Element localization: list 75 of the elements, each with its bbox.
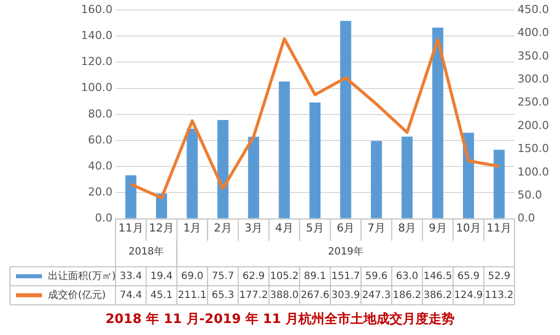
y2-tick-label: 100.0 bbox=[518, 165, 550, 178]
data-label: 65.9 bbox=[457, 270, 480, 282]
legend-label: 出让面积(万㎡) bbox=[48, 270, 116, 282]
y2-tick-label: 50.0 bbox=[518, 188, 542, 202]
bar bbox=[278, 82, 290, 218]
y-tick-label: 120.0 bbox=[80, 55, 112, 68]
data-label: 151.7 bbox=[331, 270, 360, 282]
data-label: 211.1 bbox=[178, 290, 207, 301]
data-label: 45.1 bbox=[150, 290, 173, 301]
data-label: 74.4 bbox=[120, 290, 142, 301]
data-label: 62.9 bbox=[242, 270, 265, 282]
y2-tick-label: 0.0 bbox=[518, 212, 536, 225]
x-tick-label: 8月 bbox=[398, 221, 416, 234]
bar bbox=[125, 175, 136, 218]
y2-tick-label: 300.0 bbox=[518, 72, 550, 86]
x-tick-label: 10月 bbox=[456, 221, 481, 234]
data-label: 177.2 bbox=[239, 290, 268, 301]
y2-tick-label: 250.0 bbox=[518, 96, 550, 109]
x-tick-label: 11月 bbox=[118, 221, 144, 234]
x-tick-label: 5月 bbox=[306, 221, 324, 234]
bar bbox=[248, 136, 260, 218]
data-label: 186.2 bbox=[392, 290, 422, 301]
bar bbox=[309, 102, 321, 218]
x-tick-label: 2月 bbox=[214, 221, 232, 234]
x-tick-label: 4月 bbox=[275, 221, 294, 234]
legend-label: 成交价(亿元) bbox=[48, 288, 106, 301]
y-tick-label: 20.0 bbox=[88, 186, 112, 199]
data-label: 386.2 bbox=[423, 290, 452, 301]
data-label: 247.3 bbox=[362, 290, 391, 301]
data-label: 52.9 bbox=[488, 270, 510, 282]
data-label: 19.4 bbox=[150, 270, 173, 282]
x-tick-label: 3月 bbox=[244, 221, 263, 234]
text: 2018年 bbox=[128, 245, 164, 258]
bar bbox=[186, 128, 198, 218]
y-tick-label: 0.0 bbox=[94, 212, 112, 225]
bar bbox=[432, 28, 444, 218]
y2-tick-label: 350.0 bbox=[518, 49, 550, 62]
text: 2018 年 11 月-2019 年 11 月杭州全市土地成交月度走势 bbox=[104, 310, 456, 329]
x-tick-label: 1月 bbox=[183, 221, 202, 234]
x-tick-label: 9月 bbox=[428, 221, 447, 234]
data-label: 89.1 bbox=[304, 270, 326, 282]
y-tick-label: 140.0 bbox=[80, 28, 112, 42]
bar bbox=[462, 132, 474, 218]
data-label: 33.4 bbox=[120, 270, 142, 282]
x-tick-label: 7月 bbox=[367, 221, 386, 234]
y2-tick-label: 150.0 bbox=[518, 142, 550, 156]
text: 2019年 bbox=[328, 245, 364, 258]
y2-tick-label: 200.0 bbox=[518, 118, 550, 132]
data-label: 63.0 bbox=[396, 270, 418, 282]
data-label: 124.9 bbox=[454, 290, 483, 301]
data-label: 69.0 bbox=[181, 270, 204, 282]
y2-tick-label: 450.0 bbox=[518, 2, 550, 16]
y-tick-label: 60.0 bbox=[88, 133, 112, 146]
y-tick-label: 100.0 bbox=[80, 81, 112, 94]
data-label: 65.3 bbox=[212, 290, 234, 301]
y-tick-label: 80.0 bbox=[88, 107, 112, 120]
bar bbox=[370, 141, 382, 218]
y2-tick-label: 400.0 bbox=[518, 26, 550, 40]
bar bbox=[494, 150, 505, 218]
data-label: 59.6 bbox=[365, 270, 388, 282]
data-label: 75.7 bbox=[212, 270, 234, 282]
data-label: 267.6 bbox=[300, 290, 330, 301]
data-label: 388.0 bbox=[270, 290, 299, 301]
y-tick-label: 40.0 bbox=[88, 159, 112, 172]
bar bbox=[402, 136, 413, 218]
x-tick-label: 6月 bbox=[336, 221, 355, 234]
bar bbox=[340, 20, 352, 218]
bar bbox=[217, 120, 228, 218]
x-tick-label: 11月 bbox=[486, 221, 512, 234]
data-label: 303.9 bbox=[331, 290, 360, 301]
x-tick-label: 12月 bbox=[149, 221, 174, 234]
data-label: 146.5 bbox=[423, 270, 452, 282]
data-label: 113.2 bbox=[484, 290, 514, 301]
data-label: 105.2 bbox=[270, 270, 299, 282]
y-tick-label: 160.0 bbox=[80, 2, 112, 16]
